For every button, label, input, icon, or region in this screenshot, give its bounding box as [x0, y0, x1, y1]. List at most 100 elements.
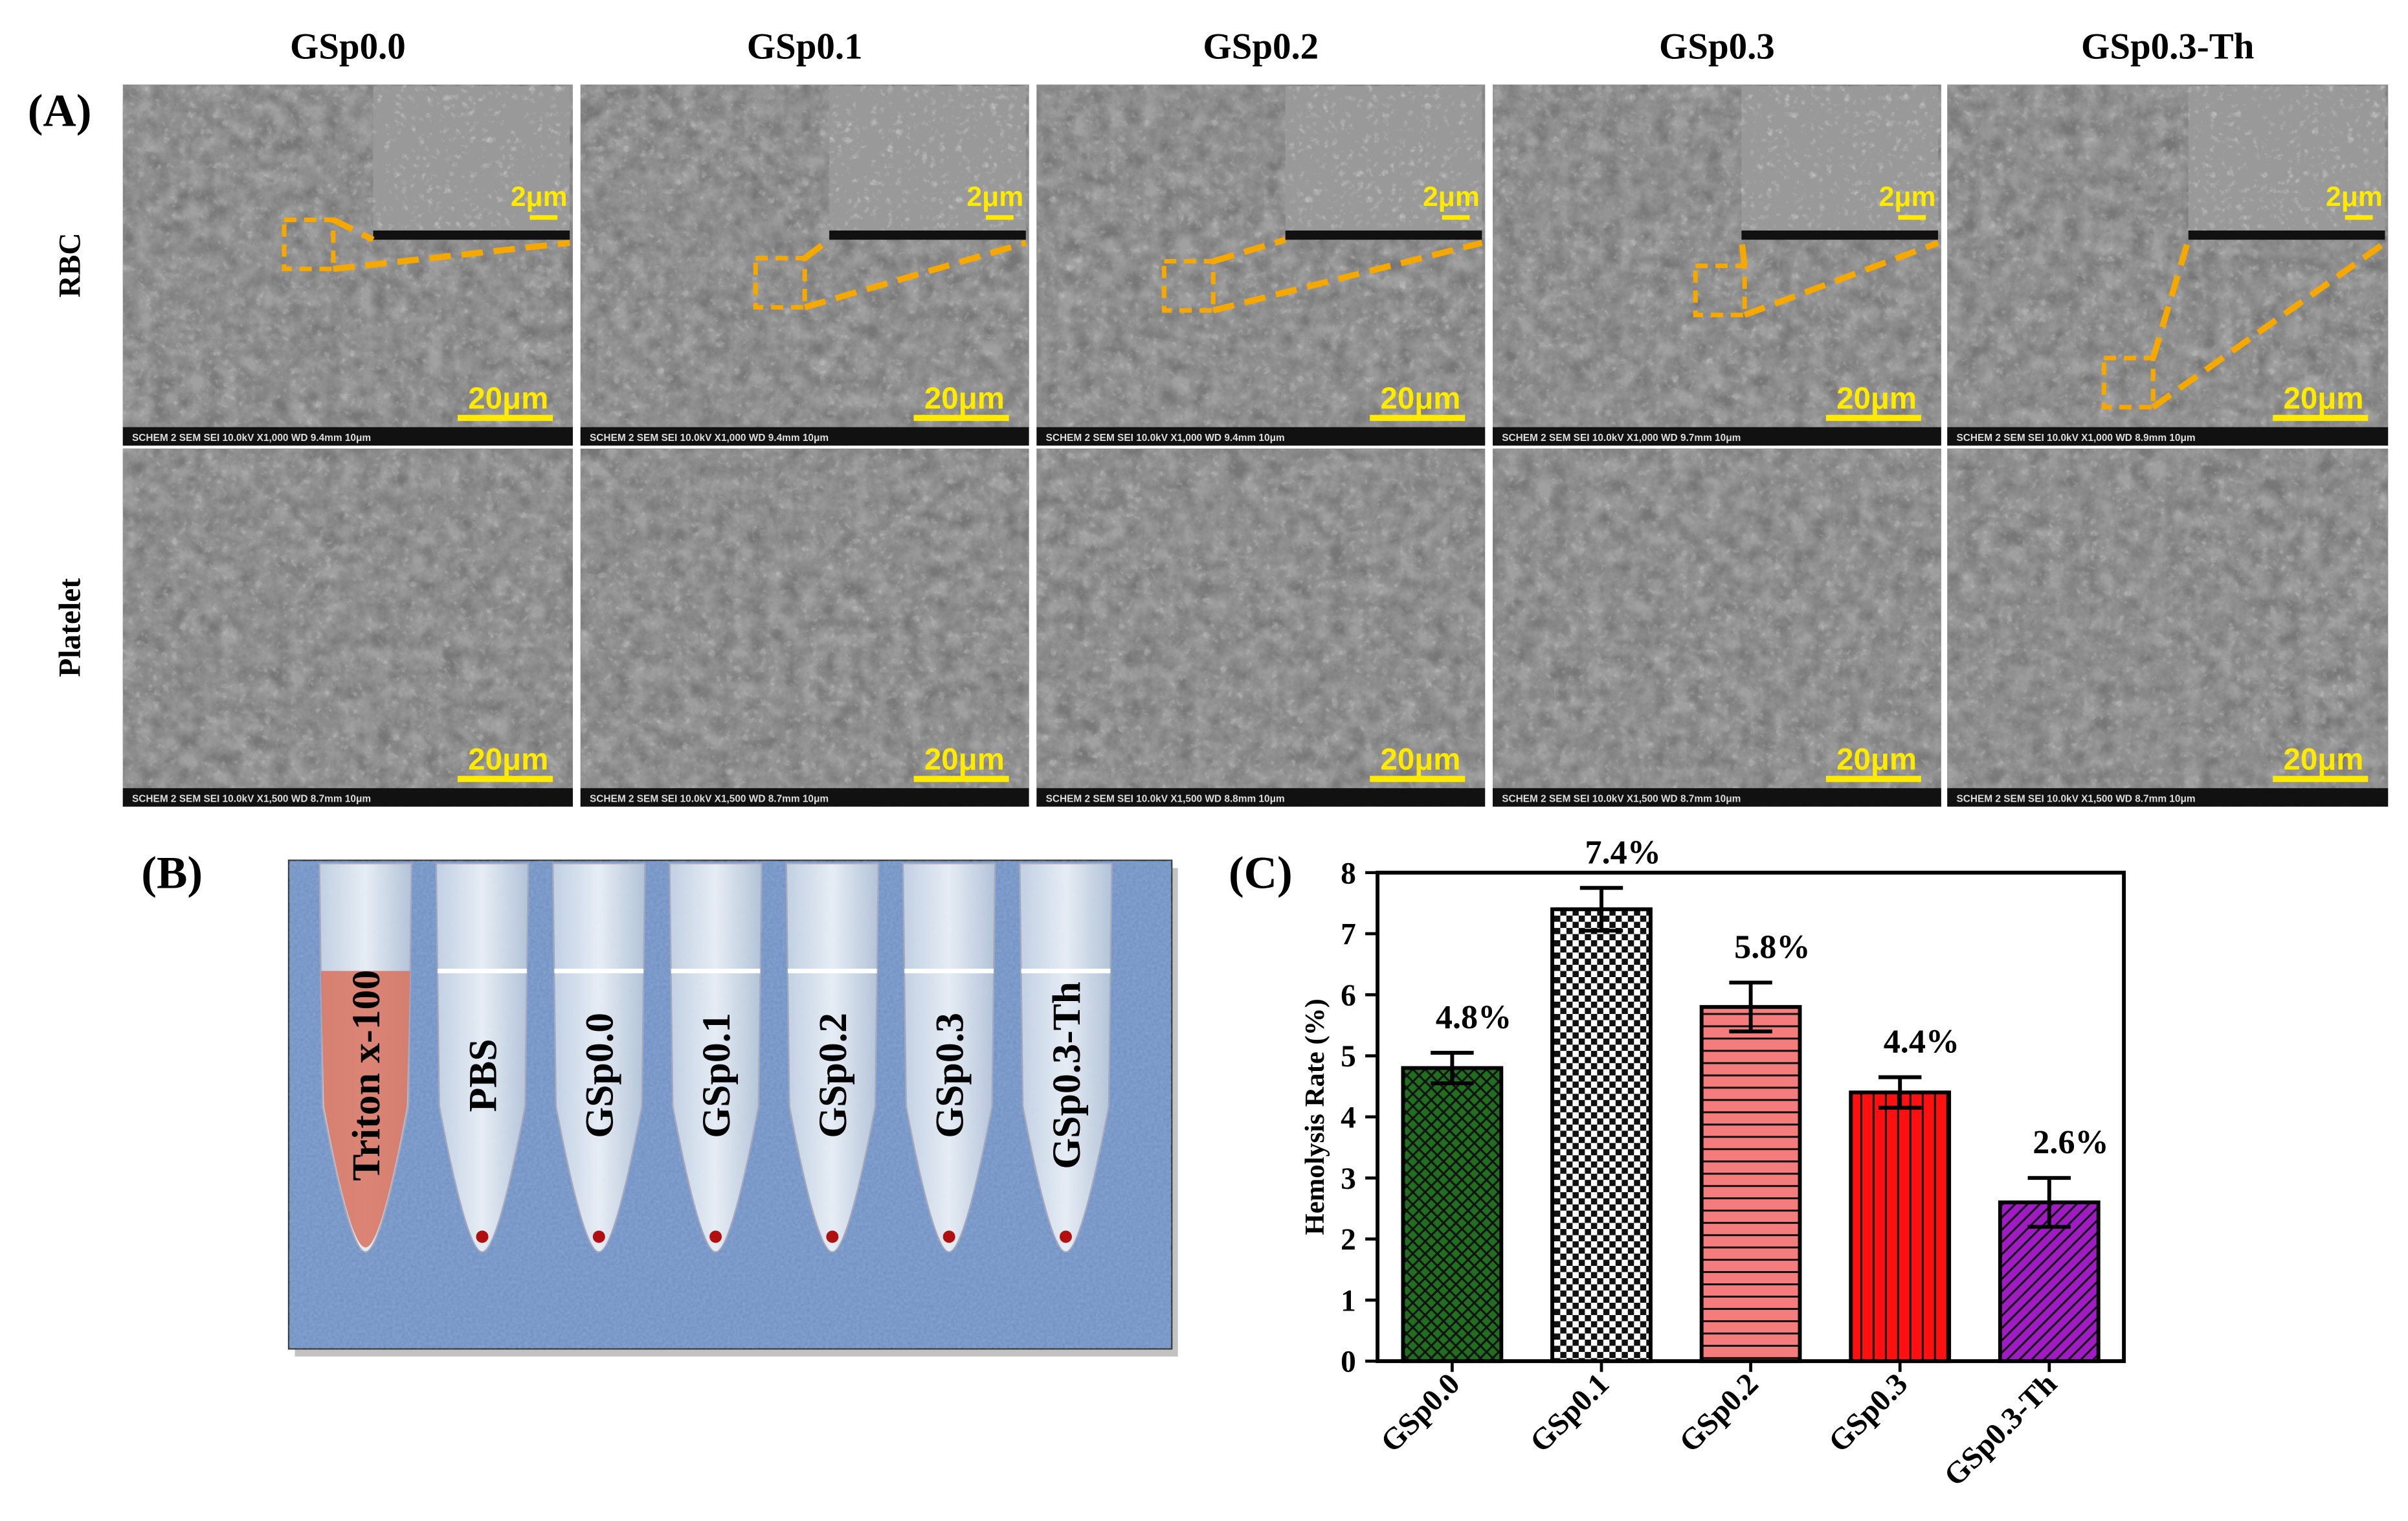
inset-scale-bar — [1898, 215, 1926, 220]
value-label: 5.8% — [1734, 928, 1810, 965]
scale-bar — [2273, 414, 2369, 422]
info-text: SCHEM 2 SEM SEI 10.0kV X1,500 WD 8.7mm 1… — [132, 794, 371, 805]
scale-bar — [457, 414, 553, 422]
pellet — [476, 1230, 489, 1243]
x-tick-label: GSp0.0 — [1374, 1367, 1466, 1459]
zoom-line — [803, 237, 1027, 311]
sem-texture — [1947, 448, 2389, 807]
tube: GSp0.3-Th — [1019, 862, 1113, 1253]
column-title: GSp0.1 — [747, 26, 863, 67]
scale-bar — [1370, 776, 1466, 782]
info-strip — [1036, 788, 1486, 807]
inset-texture — [1285, 85, 1482, 240]
tube-body — [552, 862, 646, 1253]
tube-body — [669, 862, 763, 1253]
info-text: SCHEM 2 SEM SEI 10.0kV X1,000 WD 9.4mm 1… — [1046, 433, 1285, 444]
info-strip — [580, 788, 1029, 807]
inset-scale-bar — [530, 215, 558, 220]
column-title: GSp0.3 — [1659, 26, 1775, 67]
scale-bar — [913, 414, 1009, 422]
sem-texture — [1036, 448, 1486, 807]
inset-scale-label: 2μm — [1879, 181, 1936, 212]
zoom-box — [282, 217, 336, 271]
x-tick-label: GSp0.1 — [1524, 1367, 1616, 1459]
sem-texture — [1493, 448, 1941, 807]
tube-label: GSp0.1 — [695, 1013, 739, 1138]
tube-fill — [320, 971, 410, 1248]
y-tick-label: 2 — [1341, 1223, 1356, 1257]
y-tick-label: 4 — [1341, 1101, 1356, 1135]
tube-label: Triton x-100 — [344, 970, 388, 1181]
value-label: 4.4% — [1884, 1023, 1959, 1061]
inset-texture — [2188, 85, 2385, 240]
tube: GSp0.1 — [669, 862, 763, 1253]
inset-texture — [373, 85, 570, 240]
tube-label: GSp0.0 — [578, 1013, 622, 1138]
y-tick-label: 8 — [1341, 857, 1356, 890]
tube: GSp0.3 — [902, 862, 996, 1253]
zoom-box — [2101, 355, 2156, 410]
y-tick-label: 5 — [1341, 1040, 1356, 1074]
bar — [1550, 907, 1653, 1364]
inset-texture — [829, 85, 1026, 240]
x-tick-label: GSp0.2 — [1673, 1367, 1765, 1459]
inset-scale-bar — [1442, 215, 1470, 220]
inset-strip — [829, 231, 1026, 240]
tube-label: GSp0.3-Th — [1045, 982, 1089, 1169]
zoom-line — [1212, 236, 1483, 313]
inset-strip — [1285, 231, 1482, 240]
bar — [1849, 1090, 1952, 1364]
scale-bar — [2273, 776, 2369, 782]
tube: Triton x-100 — [318, 862, 413, 1253]
pellet — [826, 1230, 839, 1243]
scale-label: 20μm — [2284, 381, 2364, 416]
scale-label: 20μm — [468, 381, 548, 416]
pellet — [592, 1230, 605, 1243]
info-text: SCHEM 2 SEM SEI 10.0kV X1,000 WD 8.9mm 1… — [1957, 433, 2196, 444]
error-bar — [1579, 886, 1623, 933]
inset-texture — [1741, 85, 1939, 240]
tube-label: GSp0.2 — [811, 1013, 855, 1138]
scale-label: 20μm — [924, 743, 1005, 777]
info-text: SCHEM 2 SEM SEI 10.0kV X1,500 WD 8.8mm 1… — [1046, 794, 1285, 805]
tube-label: GSp0.3 — [928, 1013, 972, 1138]
info-strip — [1036, 427, 1486, 446]
info-strip — [122, 427, 573, 446]
y-axis-title: Hemolysis Rate (%) — [1300, 998, 1330, 1235]
scale-label: 20μm — [468, 743, 548, 777]
tube-body — [435, 862, 530, 1253]
inset-strip — [1741, 231, 1939, 240]
inset-scale-label: 2μm — [1423, 181, 1480, 212]
scale-label: 20μm — [1836, 381, 1917, 416]
x-tick-label: GSp0.3-Th — [1938, 1367, 2064, 1493]
inset-scale-label: 2μm — [966, 181, 1023, 212]
x-tick-label: GSp0.3 — [1822, 1367, 1914, 1459]
info-text: SCHEM 2 SEM SEI 10.0kV X1,500 WD 8.7mm 1… — [1502, 794, 1741, 805]
row-label: RBC — [53, 232, 87, 297]
info-strip — [1493, 788, 1941, 807]
tube: GSp0.2 — [785, 862, 880, 1253]
column-title: GSp0.2 — [1203, 26, 1319, 67]
inset-strip — [2188, 231, 2385, 240]
zoom-box — [753, 256, 807, 310]
bar — [1401, 1066, 1504, 1364]
zoom-box — [1693, 264, 1747, 318]
tube-body — [785, 862, 880, 1253]
scale-bar — [457, 776, 553, 782]
scale-bar — [1825, 776, 1921, 782]
error-bar — [2027, 1176, 2071, 1229]
scale-label: 20μm — [1836, 743, 1917, 777]
scale-bar — [1825, 414, 1921, 422]
y-tick-label: 0 — [1341, 1346, 1356, 1379]
scale-label: 20μm — [1381, 743, 1461, 777]
y-tick-label: 6 — [1341, 979, 1356, 1013]
bar — [1699, 1005, 1802, 1364]
row-label: Platelet — [53, 578, 87, 677]
error-bar — [1878, 1075, 1922, 1110]
inset-scale-label: 2μm — [511, 181, 568, 212]
info-strip — [1947, 788, 2389, 807]
info-strip — [1493, 427, 1941, 446]
pellet — [942, 1230, 955, 1243]
tube-body — [1019, 862, 1113, 1253]
